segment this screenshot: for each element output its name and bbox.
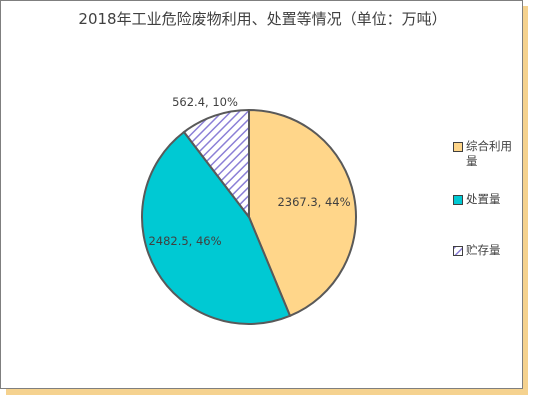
chart-title: 2018年工业危险废物利用、处置等情况（单位：万吨） <box>78 10 447 28</box>
legend-item-comprehensive-use: 综合利用量 <box>453 139 512 169</box>
legend-swatch-storage <box>453 246 463 256</box>
pie-plot: 2367.3, 44% 2482.5, 46% 562.4, 10% <box>141 95 358 325</box>
pie-slice-disposal <box>141 130 292 325</box>
legend-label: 综合利用量 <box>466 139 512 168</box>
legend-item-disposal: 处置量 <box>453 192 512 207</box>
legend-swatch-comprehensive-use <box>453 142 463 152</box>
pie-slice-storage <box>182 108 250 220</box>
data-label: 2482.5, 46% <box>148 234 221 248</box>
data-label: 562.4, 10% <box>172 95 238 109</box>
chart-frame: 2018年工业危险废物利用、处置等情况（单位：万吨） 2367.3, 44% 24… <box>0 0 523 389</box>
legend-label: 贮存量 <box>466 243 501 257</box>
legend-swatch-disposal <box>453 195 463 205</box>
legend-item-storage: 贮存量 <box>453 243 512 258</box>
data-label: 2367.3, 44% <box>277 195 350 209</box>
legend-label: 处置量 <box>466 192 501 206</box>
pie-slice-comprehensive-use <box>248 108 358 318</box>
